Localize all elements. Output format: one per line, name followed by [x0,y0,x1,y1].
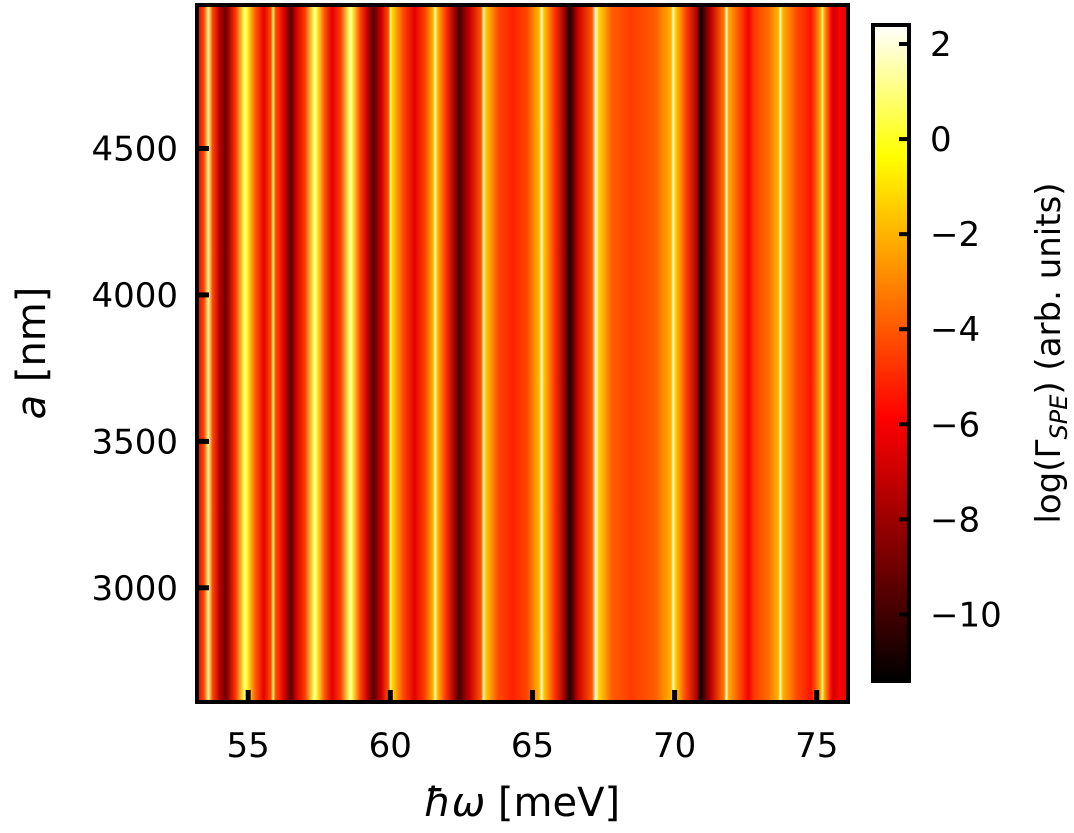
colorbar-tick-label: −4 [930,310,980,350]
colorbar-label: log(ΓSPE) (arb. units) [1029,182,1073,523]
x-axis: 55 60 65 70 75 [227,690,838,766]
colorbar-tick-label: 2 [930,25,952,65]
heatmap-image [197,5,848,702]
colorbar-tick-label: 0 [930,120,952,160]
colorbar-frame [871,23,911,683]
x-tick-label: 60 [369,726,412,766]
y-tick-label: 4000 [91,276,178,316]
y-tick-label: 4500 [91,130,178,170]
x-tick-label: 75 [795,726,838,766]
colorbar-axis: 2 0 −2 −4 −6 −8 −10 [899,25,1002,635]
colorbar [871,23,911,683]
colorbar-tick-label: −10 [930,595,1002,635]
y-tick-label: 3000 [91,569,178,609]
colorbar-tick-label: −2 [930,215,980,255]
x-tick-label: 65 [511,726,554,766]
plot-frame [195,3,850,704]
y-axis: 3000 3500 4000 4500 [91,130,209,609]
x-axis-label: ħω [meV] [424,780,620,826]
x-tick-label: 70 [653,726,696,766]
y-tick-label: 3500 [91,422,178,462]
colorbar-image [873,25,909,681]
y-axis-label: a [nm] [9,287,55,420]
x-tick-label: 55 [227,726,270,766]
plot-area [195,3,850,704]
colorbar-tick-label: −6 [930,405,980,445]
colorbar-tick-label: −8 [930,500,980,540]
